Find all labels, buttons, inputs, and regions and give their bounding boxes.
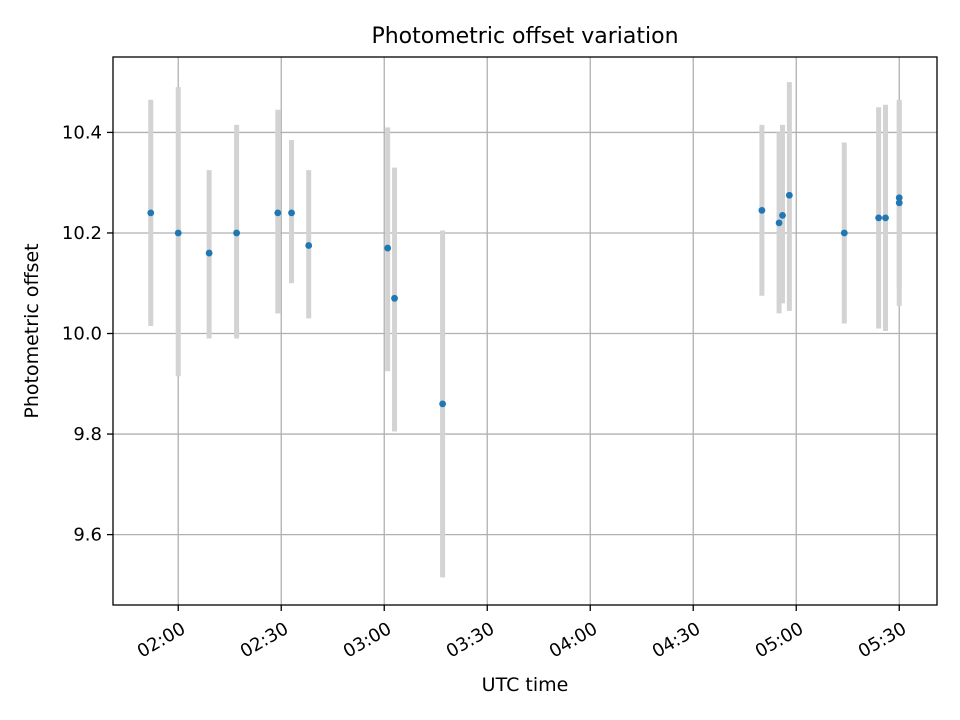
data-point	[439, 400, 446, 408]
data-point	[758, 206, 766, 214]
data-point	[205, 249, 213, 257]
data-point	[785, 191, 793, 199]
data-point	[895, 194, 903, 202]
data-point	[174, 229, 182, 237]
chart-title: Photometric offset variation	[371, 24, 678, 49]
y-tick-label: 9.8	[73, 424, 102, 445]
y-tick-label: 10.4	[62, 122, 102, 143]
plot-frame	[112, 56, 938, 606]
data-point	[288, 209, 295, 217]
x-tick-label: 03:30	[443, 618, 498, 662]
y-axis-ticks: 9.6 9.8 10.0 10.2 10.4	[62, 122, 113, 546]
data-point	[882, 214, 889, 222]
x-tick-label: 03:00	[340, 618, 395, 662]
data-point	[775, 219, 783, 227]
x-tick-label: 05:30	[855, 618, 910, 662]
grid-lines	[113, 57, 937, 605]
data-point	[305, 242, 313, 249]
error-bars	[148, 82, 902, 578]
data-point	[274, 209, 282, 217]
data-point	[779, 211, 786, 219]
x-axis-label: UTC time	[482, 674, 569, 696]
data-point	[147, 209, 155, 217]
x-tick-label: 02:00	[134, 618, 189, 662]
data-point	[875, 214, 883, 222]
x-tick-label: 02:30	[237, 618, 292, 662]
x-axis-ticks: 02:00 02:30 03:00 03:30 04:00 04:30 05:00 05:30	[134, 605, 910, 662]
data-point	[233, 229, 241, 237]
y-tick-label: 10.2	[62, 223, 102, 244]
y-tick-label: 10.0	[62, 324, 102, 345]
data-point	[384, 244, 392, 252]
data-points	[147, 191, 903, 408]
data-point	[895, 199, 903, 207]
y-tick-label: 9.6	[73, 525, 102, 546]
y-axis-label: Photometric offset	[21, 243, 43, 418]
data-point	[391, 294, 398, 302]
x-tick-label: 05:00	[752, 618, 807, 662]
x-tick-label: 04:30	[649, 618, 704, 662]
data-point	[840, 229, 848, 237]
x-tick-label: 04:00	[546, 618, 601, 662]
